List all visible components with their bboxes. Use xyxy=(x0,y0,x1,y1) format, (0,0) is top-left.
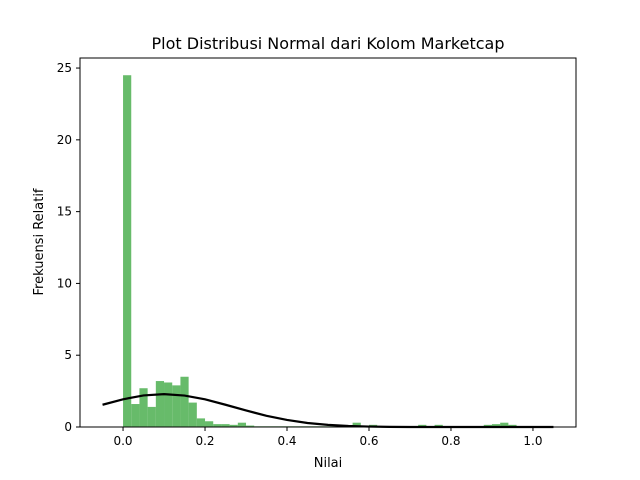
histogram-bar xyxy=(139,388,148,427)
histogram-bar xyxy=(221,424,230,427)
histogram-bar xyxy=(352,422,361,427)
y-axis-label: Frekuensi Relatif xyxy=(32,188,47,295)
histogram-bar xyxy=(131,404,140,427)
x-tick-label: 0.2 xyxy=(195,434,214,448)
histogram-bar xyxy=(147,406,156,427)
x-axis-label: Nilai xyxy=(314,456,343,471)
x-tick-label: 0.0 xyxy=(113,434,132,448)
chart-title: Plot Distribusi Normal dari Kolom Market… xyxy=(152,34,505,53)
y-axis-ticks: 0 5 10 15 20 25 xyxy=(57,61,80,434)
histogram-bars xyxy=(123,75,533,427)
x-tick-label: 0.8 xyxy=(441,434,460,448)
histogram-bar xyxy=(246,425,255,427)
histogram-bar xyxy=(500,422,509,427)
histogram-bar xyxy=(164,382,173,427)
histogram-bar xyxy=(196,418,206,427)
histogram-bar xyxy=(213,424,222,427)
x-tick-label: 0.4 xyxy=(277,434,296,448)
histogram-bar xyxy=(172,385,181,427)
histogram-bar xyxy=(180,376,189,427)
x-tick-label: 0.6 xyxy=(359,434,378,448)
y-tick-label: 0 xyxy=(64,420,72,434)
y-tick-label: 25 xyxy=(57,61,72,75)
histogram-bar xyxy=(205,421,214,427)
x-tick-label: 1.0 xyxy=(523,434,542,448)
y-tick-label: 5 xyxy=(64,348,72,362)
plot-frame xyxy=(79,57,577,428)
histogram-bar xyxy=(237,422,247,427)
histogram-bar xyxy=(229,424,238,427)
y-tick-label: 20 xyxy=(57,133,72,147)
histogram-bar xyxy=(188,402,197,427)
histogram-bar xyxy=(155,381,165,427)
histogram-bar xyxy=(491,424,501,427)
histogram-bar xyxy=(123,75,132,427)
x-axis-ticks: 0.0 0.2 0.4 0.6 0.8 1.0 xyxy=(113,427,543,448)
y-tick-label: 10 xyxy=(57,276,72,290)
y-tick-label: 15 xyxy=(57,205,72,219)
